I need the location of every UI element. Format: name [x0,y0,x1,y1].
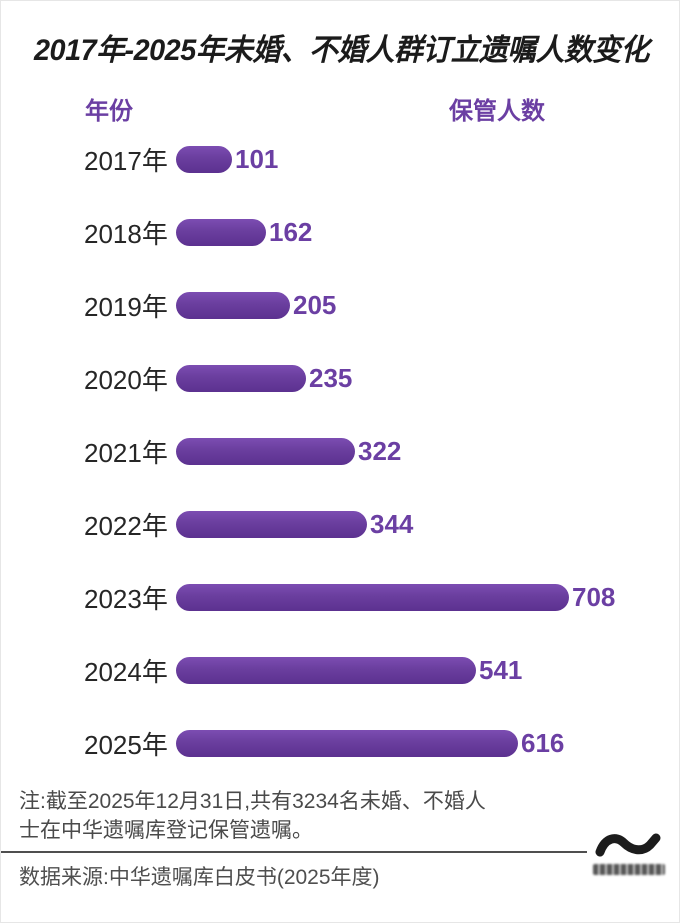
chart-row: 2019年 205 [1,289,679,322]
chart-row: 2023年 708 [1,581,679,614]
value-bar [176,145,232,173]
year-label: 2023年 [84,583,168,614]
data-source: 数据来源:中华遗嘱库白皮书(2025年度) [19,866,380,889]
value-bar [176,291,290,319]
year-label: 2018年 [84,218,168,249]
chart-row: 2018年 162 [1,216,679,249]
chart-row: 2024年 541 [1,654,679,687]
chart-row: 2017年 101 [1,143,679,176]
value-label: 162 [269,216,313,247]
value-bar [176,656,476,684]
value-bar [176,218,266,246]
value-bar [176,729,518,757]
chart-row: 2020年 235 [1,362,679,395]
value-bar [176,437,355,465]
year-label: 2024年 [84,656,168,687]
value-label: 205 [293,289,337,320]
year-label: 2021年 [84,437,168,468]
chart-row: 2022年 344 [1,508,679,541]
year-label: 2025年 [84,729,168,760]
footer-divider [1,851,587,853]
value-bar [176,583,569,611]
value-label: 616 [521,727,565,758]
value-bar [176,364,306,392]
chart-row: 2025年 616 [1,727,679,760]
year-label: 2020年 [84,364,168,395]
year-label: 2019年 [84,291,168,322]
value-label: 322 [358,435,402,466]
year-label: 2022年 [84,510,168,541]
value-label: 708 [572,581,616,612]
value-label: 235 [309,362,353,393]
value-label: 344 [370,508,414,539]
year-label: 2017年 [84,145,168,176]
column-header-count: 保管人数 [449,98,545,125]
value-bar [176,510,367,538]
column-header-year: 年份 [85,98,133,125]
page-title: 2017年-2025年未婚、不婚人群订立遗嘱人数变化 [34,34,649,67]
wave-logo-icon [595,833,661,857]
value-label: 101 [235,143,279,174]
footnote: 注:截至2025年12月31日,共有3234名未婚、不婚人士在中华遗嘱库登记保管… [19,790,486,842]
chart-row: 2021年 322 [1,435,679,468]
value-label: 541 [479,654,523,685]
logo-caption-text [593,864,665,875]
